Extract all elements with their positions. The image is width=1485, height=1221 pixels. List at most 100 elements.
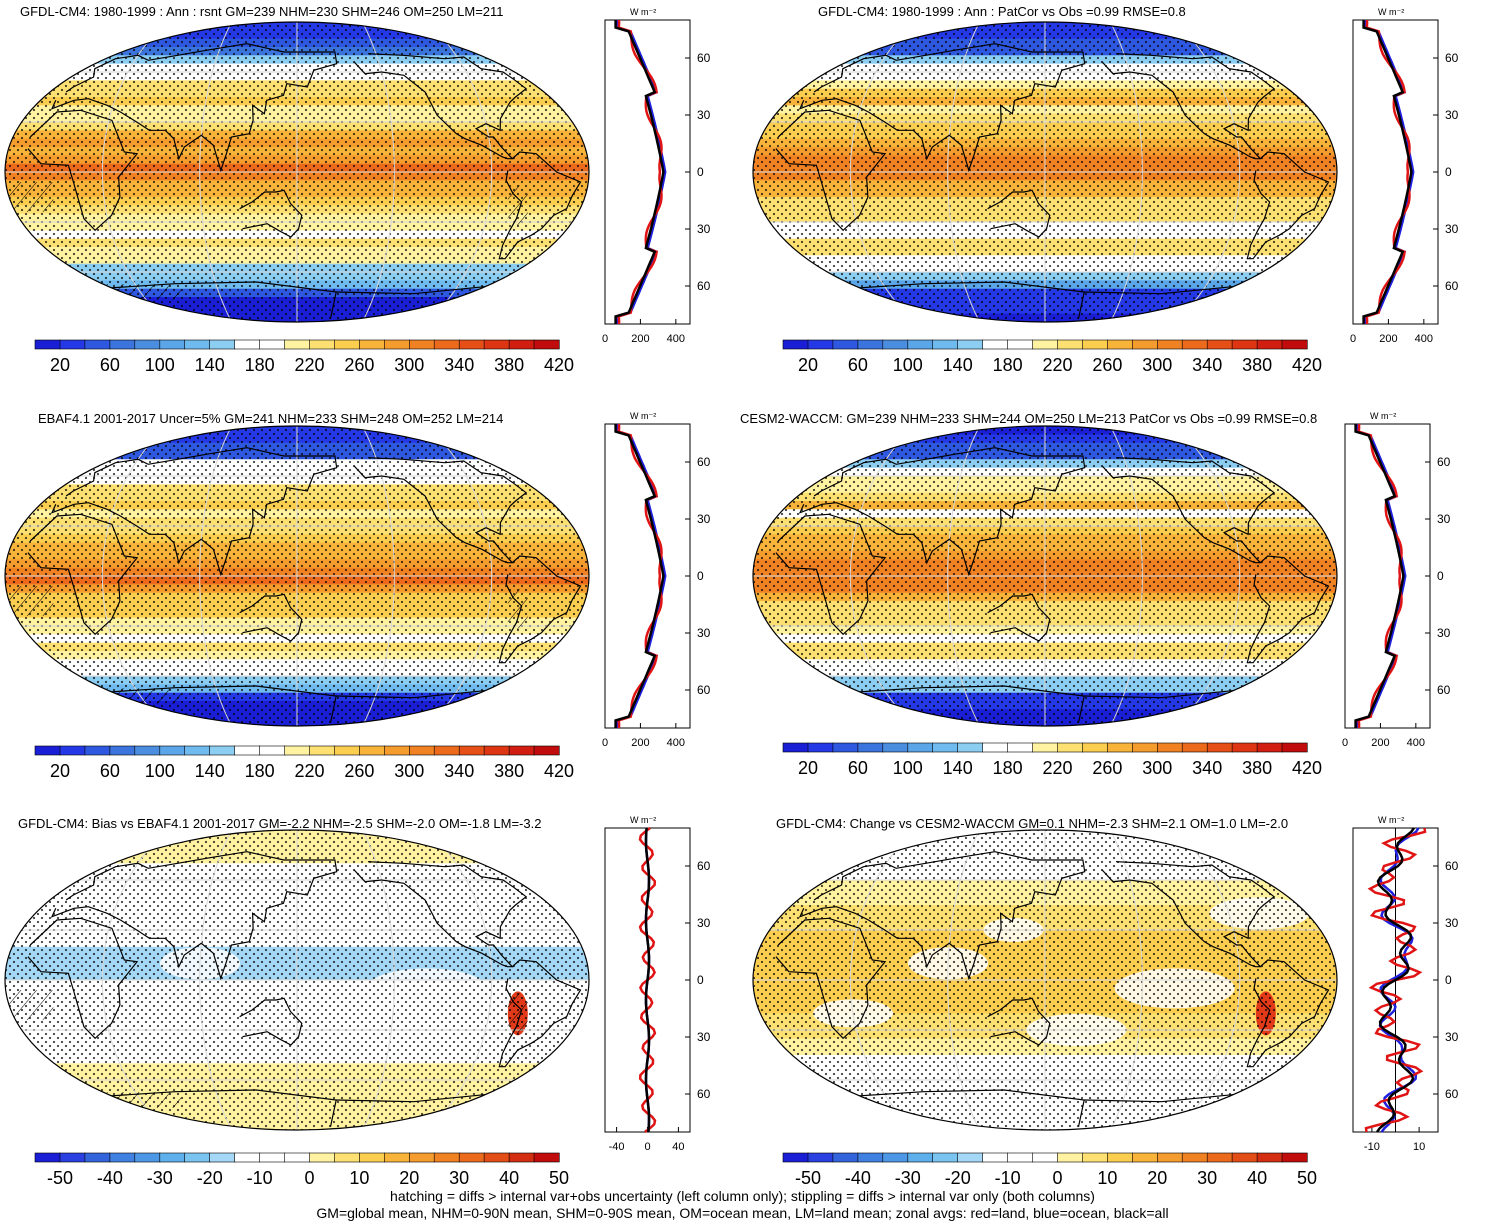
coastline-antarctica [336,1092,499,1103]
value-tick-label: 200 [1379,333,1397,345]
colorbar-swatch [34,339,61,350]
colorbar-label: 20 [50,761,70,781]
colorbar-swatch [857,1152,884,1163]
value-tick-label: -10 [1364,1141,1380,1153]
lat-tick-label: 30N [697,916,710,930]
lat-tick-label: 30N [697,108,710,122]
colorbar-label: 220 [294,761,324,781]
lat-tick-label: 60S [697,279,710,293]
colorbar-label: 60 [100,761,120,781]
coastline-north-america [353,53,528,160]
coastline-antarctica [1084,284,1247,295]
hatch-region [21,688,182,704]
zonal-line-all [644,827,651,1133]
value-tick-label: 40 [672,1141,684,1153]
colorbar-swatch [932,339,959,350]
lat-tick-label: 60S [1445,279,1458,293]
colorbar-label: -10 [995,1168,1021,1188]
colorbar-swatch [1281,742,1308,753]
colorbar-label: -30 [147,1168,173,1188]
map-field [5,22,589,322]
colorbar-label: 60 [848,758,868,778]
zonal-unit-label: W m⁻² [630,815,656,825]
colorbar-label: 340 [1192,355,1222,375]
colorbar-swatch [408,1152,435,1163]
colorbar-label: -40 [97,1168,123,1188]
colorbar-label: 420 [1292,355,1322,375]
colorbar-label: 140 [943,355,973,375]
map-border [4,829,590,1131]
colorbar-label: -10 [247,1168,273,1188]
colorbar-swatch [458,745,485,756]
coastline-europe-asia [798,851,1086,981]
value-tick-label: 0 [1350,333,1356,345]
lat-tick-label: 30S [1437,626,1450,640]
lat-tick-label: 60S [1445,1087,1458,1101]
colorbar-swatch [1082,742,1108,753]
colorbar-label: 420 [1292,758,1322,778]
value-tick-label: 10 [1413,1141,1425,1153]
lat-tick-label: 30N [1445,916,1458,930]
zonal-line-all [1376,827,1415,1133]
colorbar-swatch [1007,742,1034,753]
meridian [849,426,915,726]
colorbar-label: 300 [394,355,424,375]
value-tick-label: 200 [631,737,649,749]
coastline-antarctica [846,281,1085,319]
colorbar-label: 260 [1092,758,1122,778]
colorbar-swatch [334,1152,360,1163]
colorbar-swatch [359,1152,385,1163]
colorbar-swatch [359,745,385,756]
colorbar-swatch [1107,1152,1133,1163]
colorbar-label: 180 [245,355,275,375]
colorbar-label: 420 [544,761,574,781]
colorbar-label: 340 [444,761,474,781]
colorbar-label: 340 [1192,758,1222,778]
colorbar-label: 30 [1197,1168,1217,1188]
colorbar-label: 300 [1142,758,1172,778]
colorbar-swatch [1181,339,1208,350]
hatch-region [507,993,528,1034]
colorbar-swatch [134,745,161,756]
lat-tick-label: 30S [697,222,710,236]
colorbar-swatch [1032,339,1059,350]
map [752,425,1338,727]
lat-tick-label: 60N [1437,455,1450,469]
colorbar-swatch [832,1152,859,1163]
colorbar-swatch [433,1152,460,1163]
colorbar-swatch [359,339,385,350]
map [4,425,590,727]
meridian [199,22,233,322]
zonal-unit-label: W m⁻² [1378,815,1404,825]
map-field [753,426,1337,726]
coastline-europe-asia [798,43,1086,173]
lat-tick-label: 0 [697,973,704,987]
colorbar-swatch [408,745,435,756]
map [4,21,590,323]
colorbar-swatch [309,339,336,350]
footer-note-hatching: hatching = diffs > internal var+obs unce… [390,1188,1095,1204]
coastline-europe-asia [798,447,1086,577]
meridian [1175,426,1241,726]
colorbar-swatch [1181,742,1208,753]
colorbar-swatch [1007,1152,1034,1163]
coastline-africa [27,917,139,1040]
zonal-frame [604,19,691,325]
colorbar-label: 380 [494,355,524,375]
colorbar-swatch [1256,1152,1283,1163]
lat-tick-label: 0 [697,569,704,583]
colorbar-swatch [159,745,186,756]
colorbar-label: 100 [145,761,175,781]
colorbar-label: 30 [449,1168,469,1188]
colorbar-swatch [957,742,984,753]
meridian [849,22,915,322]
colorbar-swatch [533,745,560,756]
zonal-frame [1344,423,1431,729]
meridian [947,426,981,726]
colorbar-swatch [184,745,211,756]
lat-tick-label: 60N [697,455,710,469]
lat-tick-label: 30S [697,626,710,640]
value-tick-label: 200 [1371,737,1389,749]
colorbar-label: -50 [47,1168,73,1188]
colorbar-label: 20 [399,1168,419,1188]
